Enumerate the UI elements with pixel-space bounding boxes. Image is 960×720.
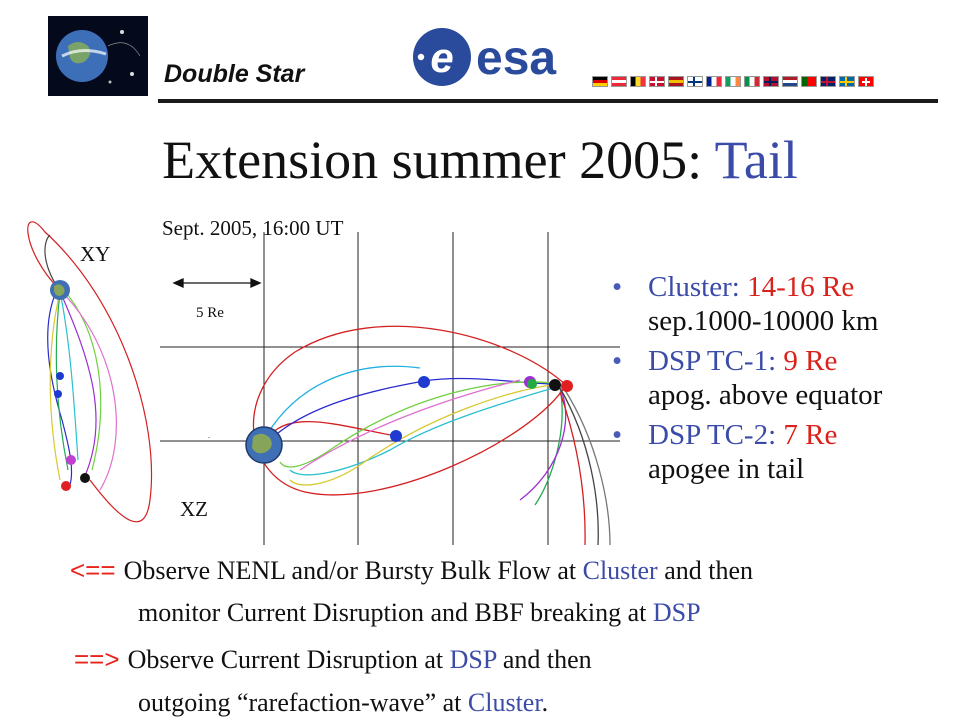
- tc1-spacecraft-icon: [418, 376, 430, 388]
- xy-cluster-3-icon: [80, 473, 90, 483]
- page-title: Extension summer 2005: Tail: [0, 128, 960, 192]
- xy-plane-label: XY: [80, 242, 111, 266]
- plot-caption: Sept. 2005, 16:00 UT: [162, 216, 344, 240]
- xy-tc2-spacecraft-icon: [54, 390, 62, 398]
- norway-flag-icon: [763, 76, 779, 87]
- mission-bullets: • Cluster: 14-16 Re sep.1000-10000 km • …: [612, 270, 957, 540]
- xy-cluster-4-icon: [61, 481, 71, 491]
- svg-text:.: .: [208, 431, 210, 440]
- right-arrow-icon: ==>: [74, 644, 120, 674]
- switzerland-flag-icon: [858, 76, 874, 87]
- earth-icon: [245, 426, 283, 464]
- svg-text:e: e: [430, 34, 453, 81]
- scenario-line-3: ==> Observe Current Disruption at DSP and…: [74, 644, 592, 674]
- double-star-mission-image: [48, 16, 148, 96]
- bullet-tc1: • DSP TC-1: 9 Re apog. above equator: [612, 345, 883, 411]
- left-arrow-icon: <==: [70, 555, 116, 585]
- scenario-line-2: monitor Current Disruption and BBF break…: [138, 598, 701, 627]
- italy-flag-icon: [744, 76, 760, 87]
- xy-orbits: [27, 221, 153, 523]
- xz-orbits: [252, 325, 611, 546]
- scale-label: 5 Re: [196, 305, 224, 321]
- title-main: Extension summer 2005:: [162, 130, 715, 190]
- earth-space-icon: [48, 16, 148, 96]
- esa-logo-circle-icon: [413, 28, 471, 86]
- xy-tc1-spacecraft-icon: [56, 372, 64, 380]
- austria-flag-icon: [611, 76, 627, 87]
- xy-cluster-1-icon: [66, 455, 76, 465]
- earth-xy-icon: [50, 280, 70, 300]
- cluster-4-spacecraft-icon: [561, 380, 573, 392]
- denmark-flag-icon: [649, 76, 665, 87]
- header-divider: [158, 99, 938, 103]
- finland-flag-icon: [687, 76, 703, 87]
- ireland-flag-icon: [725, 76, 741, 87]
- bullet-dot-icon: •: [612, 345, 623, 377]
- scale-arrow-icon: [172, 277, 262, 289]
- uk-flag-icon: [820, 76, 836, 87]
- esa-logo: e esa: [408, 22, 593, 97]
- scenario-line-4: outgoing “rarefaction-wave” at Cluster.: [138, 688, 549, 717]
- spain-flag-icon: [668, 76, 684, 87]
- germany-flag-icon: [592, 76, 608, 87]
- bullet-dot-icon: •: [612, 271, 623, 303]
- cluster-3-spacecraft-icon: [549, 379, 561, 391]
- sweden-flag-icon: [839, 76, 855, 87]
- belgium-flag-icon: [630, 76, 646, 87]
- scenario-line-1: <== Observe NENL and/or Bursty Bulk Flow …: [70, 555, 754, 585]
- cluster-2-spacecraft-icon: [527, 379, 537, 389]
- bullet-dot-icon: •: [612, 419, 623, 451]
- france-flag-icon: [706, 76, 722, 87]
- bullet-cluster: • Cluster: 14-16 Re sep.1000-10000 km: [612, 271, 879, 337]
- member-flags: [592, 76, 874, 87]
- xz-plane-label: XZ: [180, 497, 208, 521]
- bullet-tc2: • DSP TC-2: 7 Re apogee in tail: [612, 419, 838, 485]
- mission-name: Double Star: [164, 60, 305, 88]
- tc2-spacecraft-icon: [390, 430, 402, 442]
- esa-logo-text: esa: [476, 32, 556, 85]
- xz-grid: [160, 232, 620, 545]
- title-accent: Tail: [714, 130, 798, 190]
- portugal-flag-icon: [801, 76, 817, 87]
- netherlands-flag-icon: [782, 76, 798, 87]
